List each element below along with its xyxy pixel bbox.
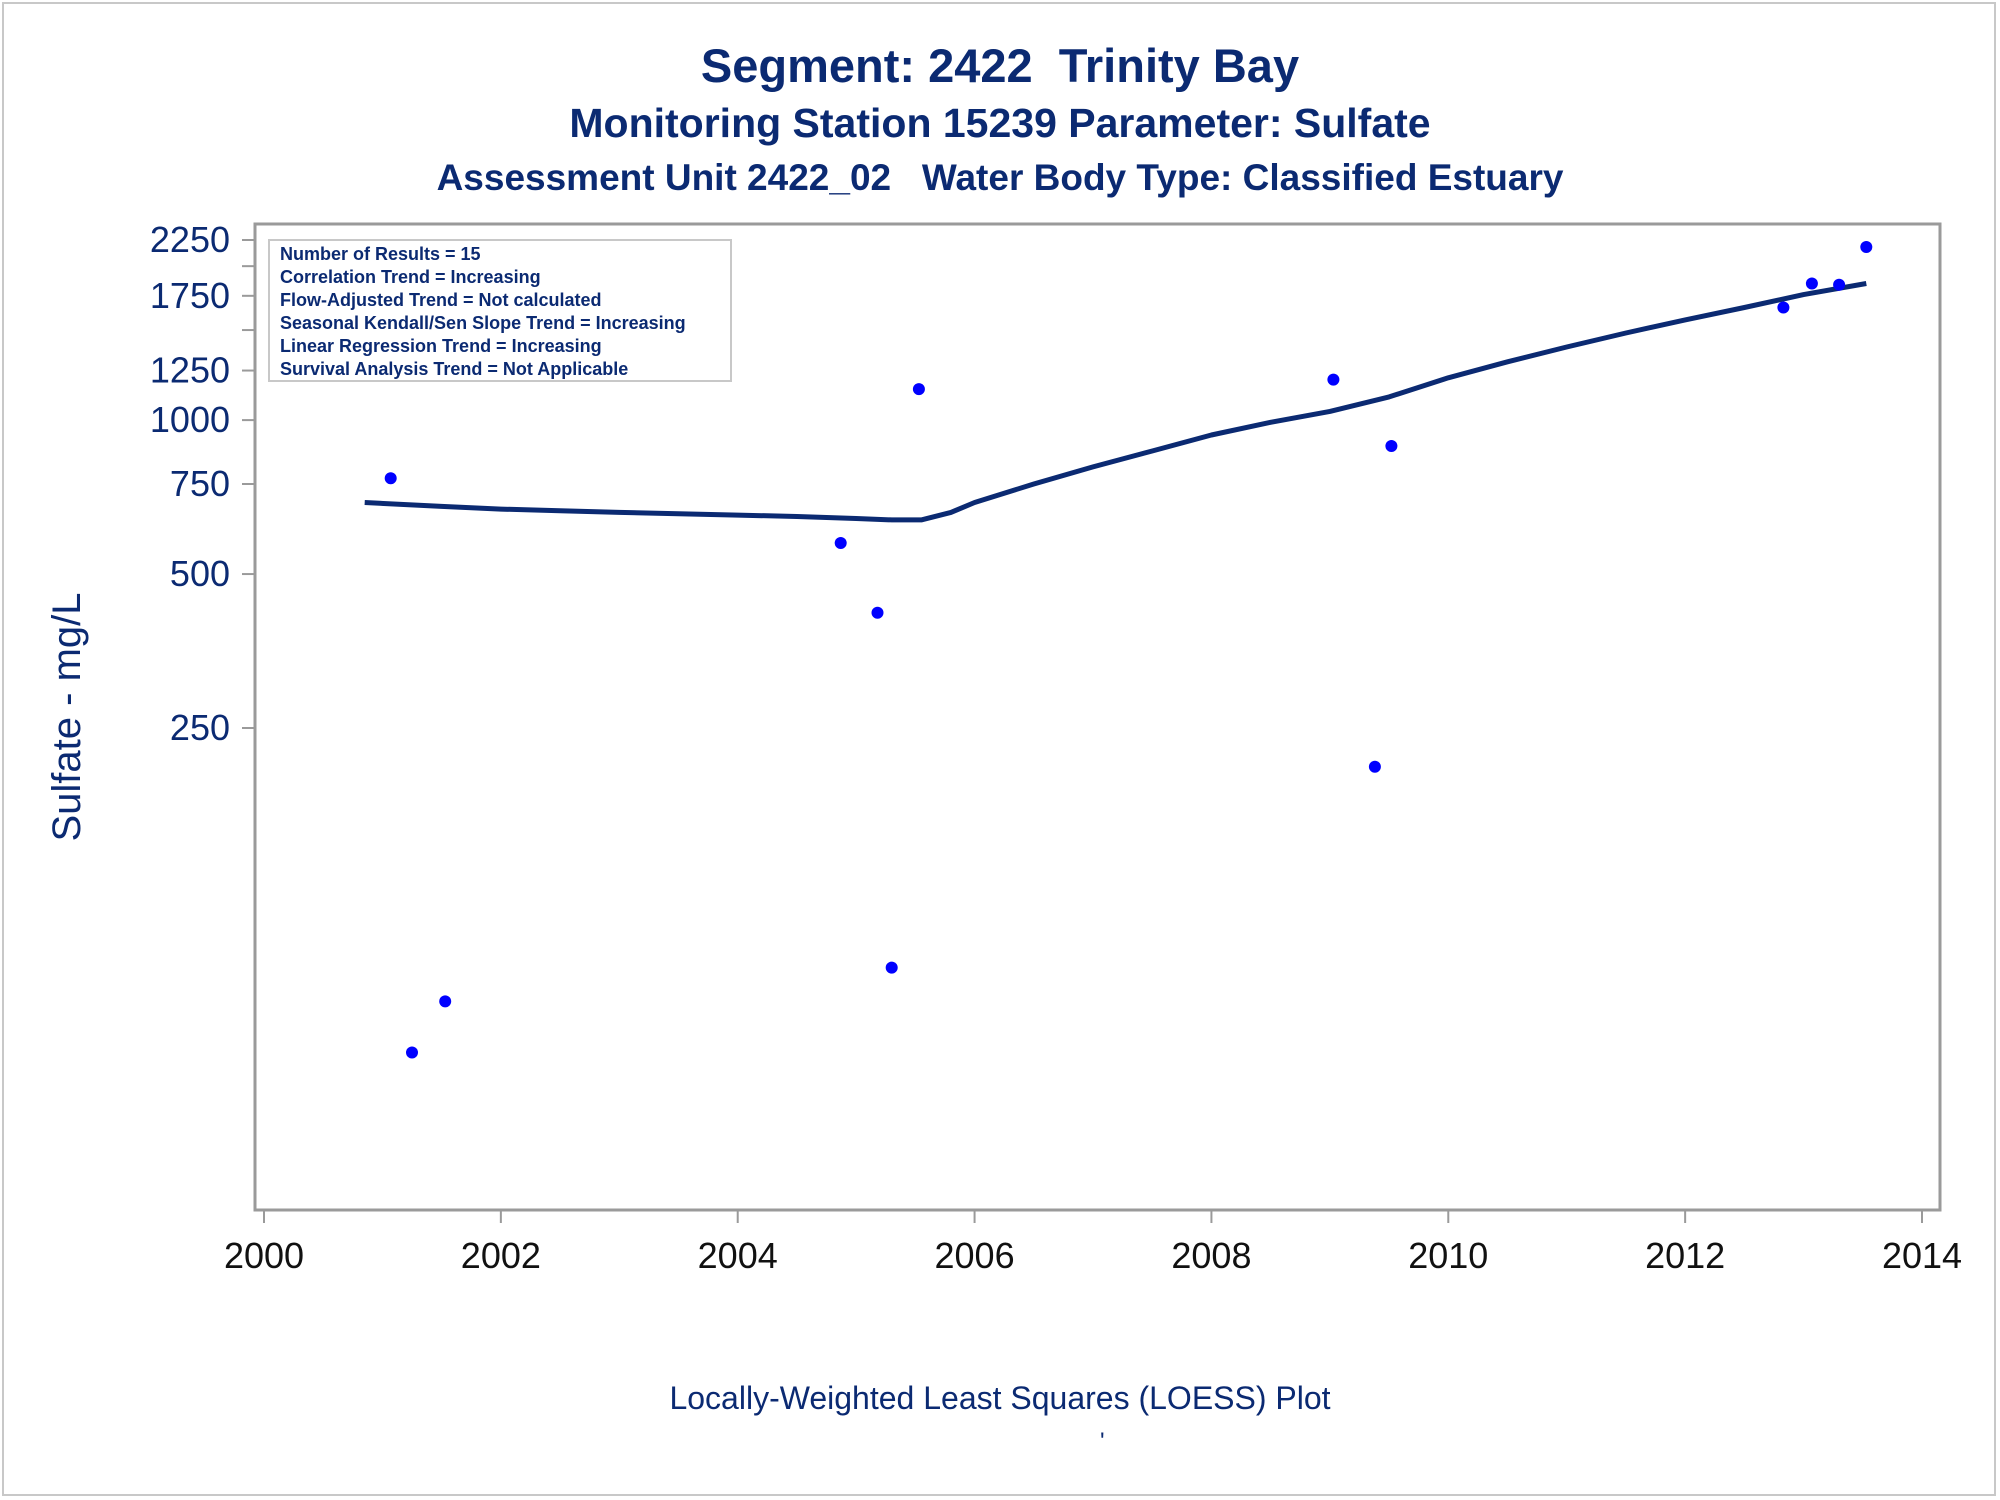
loess-line (364, 281, 1867, 523)
trend-legend-line: Seasonal Kendall/Sen Slope Trend = Incre… (280, 313, 686, 333)
plot-area (253, 222, 1942, 1212)
trend-legend-box: Number of Results = 15 Correlation Trend … (268, 239, 732, 382)
y-tick-label: 750 (170, 463, 230, 504)
y-axis-label: Sulfate - mg/L (45, 592, 89, 841)
trend-legend-line: Linear Regression Trend = Increasing (280, 336, 602, 356)
x-tick-label: 2012 (1645, 1235, 1725, 1276)
data-point (1805, 277, 1818, 290)
footnote: Locally-Weighted Least Squares (LOESS) P… (669, 1380, 1331, 1416)
chart-title: Segment: 2422 Trinity Bay (700, 39, 1300, 92)
data-point (834, 537, 847, 549)
data-point (406, 1046, 418, 1059)
trend-legend-line: Number of Results = 15 (280, 244, 481, 264)
x-tick-label: 2006 (935, 1235, 1015, 1276)
x-tick-label: 2010 (1408, 1235, 1488, 1276)
y-tick-label: 250 (170, 707, 230, 748)
data-point (1833, 278, 1846, 291)
data-point (1860, 241, 1873, 253)
x-tick-label: 2014 (1882, 1235, 1962, 1276)
data-point (871, 606, 884, 619)
data-point (885, 961, 898, 974)
x-tick-label: 2002 (461, 1235, 541, 1276)
y-tick-label: 1250 (150, 350, 230, 391)
x-tick-label: 2008 (1171, 1235, 1251, 1276)
data-point (1327, 373, 1340, 386)
footnote-mark: ' (1100, 1428, 1105, 1455)
y-axis: 250 500 750 1000 1250 1750 2250 (150, 219, 255, 748)
trend-legend-line: Flow-Adjusted Trend = Not calculated (280, 290, 602, 310)
x-axis: 2000 2002 2004 2006 2008 2010 2012 2014 (224, 1210, 1962, 1276)
data-point (384, 472, 397, 485)
y-tick-label: 2250 (150, 219, 230, 260)
y-tick-label: 500 (170, 553, 230, 594)
data-point (439, 995, 452, 1008)
trend-legend-line: Correlation Trend = Increasing (280, 267, 541, 287)
y-tick-label: 1000 (150, 399, 230, 440)
data-point (912, 383, 925, 396)
data-point (1777, 301, 1790, 314)
chart-subtitle-assessment: Assessment Unit 2422_02 Water Body Type:… (436, 157, 1564, 198)
trend-legend-line: Survival Analysis Trend = Not Applicable (280, 359, 628, 379)
x-tick-label: 2004 (698, 1235, 778, 1276)
chart-subtitle-station: Monitoring Station 15239 Parameter: Sulf… (569, 100, 1431, 146)
x-tick-label: 2000 (224, 1235, 304, 1276)
data-point (1368, 760, 1381, 773)
data-point (1385, 440, 1398, 452)
y-tick-label: 1750 (150, 275, 230, 316)
trend-legend-border (268, 239, 732, 382)
loess-layer (364, 281, 1867, 523)
